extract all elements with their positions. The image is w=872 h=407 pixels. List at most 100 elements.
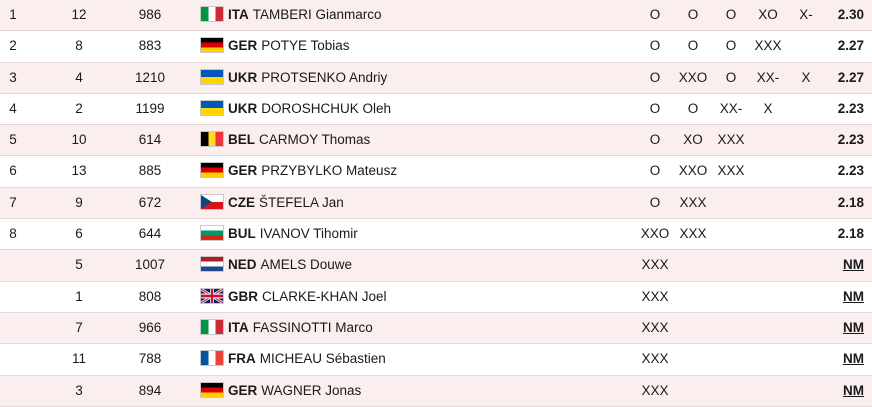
result-mark: 2.23 xyxy=(837,100,864,116)
attempt-cell: O xyxy=(725,38,737,54)
rank-cell: 7 xyxy=(9,194,17,210)
noc-code: NED xyxy=(228,257,257,273)
result-mark[interactable]: NM xyxy=(843,288,864,304)
attempt-cell xyxy=(673,376,713,406)
noc-code: FRA xyxy=(228,351,256,367)
athlete-name[interactable]: DOROSHCHUK Oleh xyxy=(261,100,392,116)
athlete-name[interactable]: CARMOY Thomas xyxy=(259,132,371,148)
attempt-cell: X xyxy=(801,69,811,85)
attempt-cell: XXO xyxy=(678,69,708,85)
order-cell: 1199 xyxy=(135,100,165,116)
table-row: 5 10 614 BEL CARMOY Thomas O XO XXX 2.23 xyxy=(0,125,872,157)
noc-code: GER xyxy=(228,382,258,398)
attempt-cell: O xyxy=(649,69,661,85)
table-row: 1 12 986 ITA TAMBERI Gianmarco O O O XO X- 2.30 xyxy=(0,0,872,32)
table-row: 1 808 GBR CLARKE-KHAN Joel XXX NM xyxy=(0,281,872,313)
italy-flag-icon xyxy=(200,318,224,335)
order-cell: 883 xyxy=(138,38,162,54)
athlete-name[interactable]: WAGNER Jonas xyxy=(261,382,362,398)
ukraine-flag-icon xyxy=(200,99,224,116)
table-row: 7 9 672 CZE ŠTEFELA Jan O XXX 2.18 xyxy=(0,187,872,220)
order-cell: 894 xyxy=(138,382,162,398)
attempt-cell xyxy=(748,250,788,280)
attempt-cell xyxy=(748,282,788,312)
noc-code: GER xyxy=(228,38,258,54)
noc-code: GBR xyxy=(228,288,258,304)
attempt-cell: XX- xyxy=(719,100,743,116)
result-mark[interactable]: NM xyxy=(843,351,864,367)
attempt-cell: O xyxy=(687,100,699,116)
table-row: 8 6 644 BUL IVANOV Tihomir XXO XXX 2.18 xyxy=(0,219,872,251)
athlete-name[interactable]: IVANOV Tihomir xyxy=(259,226,358,242)
order-cell: 808 xyxy=(138,288,162,304)
order-cell: 614 xyxy=(138,132,162,148)
athlete-cell: CZE ŠTEFELA Jan xyxy=(200,188,580,218)
rank-cell: 8 xyxy=(9,226,17,242)
bib-cell: 11 xyxy=(71,351,86,367)
bib-cell: 7 xyxy=(75,319,83,335)
table-row: 11 788 FRA MICHEAU Sébastien XXX NM xyxy=(0,344,872,376)
table-row: 3 894 GER WAGNER Jonas XXX NM xyxy=(0,375,872,407)
attempt-cell: XXX xyxy=(641,351,669,367)
athlete-name[interactable]: ŠTEFELA Jan xyxy=(259,194,344,210)
rank-cell xyxy=(0,376,26,406)
table-row: 7 966 ITA FASSINOTTI Marco XXX NM xyxy=(0,312,872,345)
result-mark: 2.23 xyxy=(837,132,864,148)
result-mark[interactable]: NM xyxy=(843,319,864,335)
noc-code: ITA xyxy=(228,7,249,22)
attempt-cell xyxy=(748,156,788,186)
bib-cell: 8 xyxy=(75,38,83,54)
table-row: 5 1007 NED AMELS Douwe XXX NM xyxy=(0,250,872,282)
bib-cell: 3 xyxy=(75,382,83,398)
athlete-name[interactable]: PROTSENKO Andriy xyxy=(261,69,388,85)
attempt-cell: XO xyxy=(758,7,778,22)
attempt-cell: XXO xyxy=(678,163,708,179)
attempt-cell: XXX xyxy=(679,194,707,210)
result-mark: 2.18 xyxy=(837,194,864,210)
belgium-flag-icon xyxy=(200,131,224,148)
bulgaria-flag-icon xyxy=(200,225,224,242)
bib-cell: 10 xyxy=(71,132,87,148)
attempt-cell: XXO xyxy=(640,226,670,242)
bib-cell: 6 xyxy=(75,226,83,242)
order-cell: 986 xyxy=(138,7,162,22)
result-mark[interactable]: NM xyxy=(843,257,864,273)
order-cell: 1210 xyxy=(134,69,166,85)
noc-code: UKR xyxy=(228,69,258,85)
noc-code: BUL xyxy=(228,226,256,242)
order-cell: 644 xyxy=(138,226,162,242)
table-row: 4 2 1199 UKR DOROSHCHUK Oleh O O XX- X 2.23 xyxy=(0,93,872,126)
athlete-name[interactable]: CLARKE-KHAN Joel xyxy=(262,288,387,304)
athlete-cell: GER POTYE Tobias xyxy=(200,31,580,61)
attempt-cell: XXX xyxy=(717,163,745,179)
athlete-cell: UKR DOROSHCHUK Oleh xyxy=(200,94,580,124)
attempt-cell xyxy=(748,125,788,155)
order-cell: 672 xyxy=(138,194,162,210)
athlete-cell: GBR CLARKE-KHAN Joel xyxy=(200,282,580,312)
attempt-cell: XO xyxy=(683,132,703,148)
result-mark[interactable]: NM xyxy=(843,382,864,398)
athlete-cell: ITA TAMBERI Gianmarco xyxy=(200,0,580,30)
athlete-name[interactable]: POTYE Tobias xyxy=(261,38,350,54)
athlete-cell: ITA FASSINOTTI Marco xyxy=(200,313,580,343)
attempt-cell xyxy=(711,250,751,280)
athlete-cell: FRA MICHEAU Sébastien xyxy=(200,344,580,374)
attempt-cell xyxy=(711,313,751,343)
rank-cell xyxy=(0,282,26,312)
athlete-name[interactable]: TAMBERI Gianmarco xyxy=(252,7,382,22)
athlete-name[interactable]: FASSINOTTI Marco xyxy=(252,319,373,335)
athlete-name[interactable]: MICHEAU Sébastien xyxy=(259,351,386,367)
germany-flag-icon xyxy=(200,162,224,179)
table-row: 3 4 1210 UKR PROTSENKO Andriy O XXO O XX- X 2.27 xyxy=(0,62,872,94)
attempt-cell: O xyxy=(649,7,661,22)
attempt-cell: O xyxy=(725,7,737,22)
order-cell: 885 xyxy=(138,163,162,179)
attempt-cell: XX- xyxy=(756,69,780,85)
attempt-cell xyxy=(711,344,751,374)
attempt-cell: O xyxy=(649,163,661,179)
athlete-name[interactable]: PRZYBYLKO Mateusz xyxy=(261,163,398,179)
france-flag-icon xyxy=(200,350,224,367)
athlete-name[interactable]: AMELS Douwe xyxy=(260,257,353,273)
noc-code: UKR xyxy=(228,100,258,116)
rank-cell: 4 xyxy=(9,100,17,116)
